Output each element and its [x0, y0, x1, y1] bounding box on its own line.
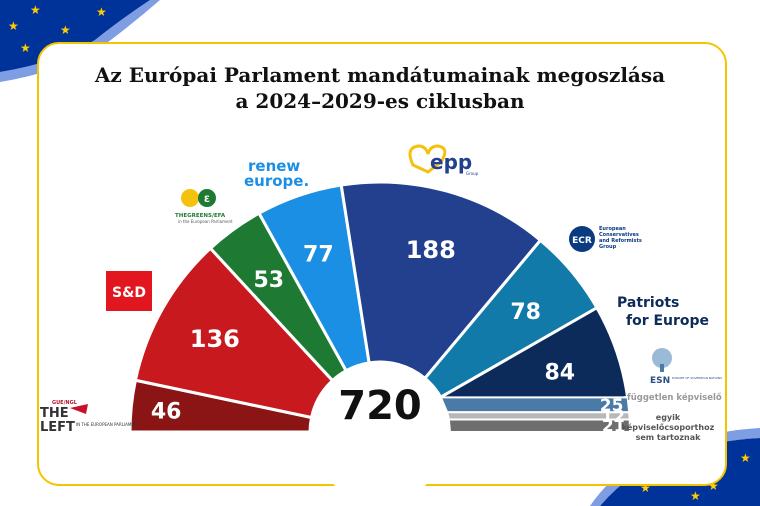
total-seats: 720 [338, 383, 422, 429]
value-label-sd: 136 [190, 325, 240, 353]
other-legend-line3: sem tartoznak [636, 433, 702, 442]
sunflower-icon [181, 189, 199, 207]
other-legend-line1: egyik [656, 413, 681, 422]
renew-logo-line1: renew [248, 157, 300, 175]
value-label-renew: 77 [303, 242, 334, 267]
left-logo-line2: LEFT [40, 420, 75, 435]
chart-center-hole [310, 362, 450, 502]
sd-logo-text: S&D [112, 285, 146, 301]
greens-logo-text: THEGREENS/EFA [175, 213, 226, 219]
ecr-logo-line2: Conservatives [599, 232, 639, 238]
value-label-ni: 12 [601, 407, 625, 427]
ni-legend-text: független képviselő [627, 392, 722, 403]
epp-heart-icon [408, 144, 447, 174]
value-label-esn: 25 [600, 396, 624, 416]
epp-logo-text: epp [430, 150, 472, 174]
esn-logo-text: ESN [650, 376, 670, 386]
value-label-left: 46 [151, 400, 182, 425]
chart-title-line1: Az Európai Parlament mandátumainak megos… [94, 63, 666, 87]
left-logo-line1: THE [40, 406, 69, 421]
left-logo-small: IN THE EUROPEAN PARLIAMENT [76, 422, 140, 427]
chart-segments [128, 180, 632, 434]
chart-title: Az Európai Parlament mandátumainak megos… [0, 62, 760, 114]
greens-logo: Ɛ THEGREENS/EFA in the European Parliame… [175, 189, 233, 224]
value-label-greens: 53 [253, 268, 284, 293]
other-legend-line2: képviselőcsoporthoz [622, 422, 715, 432]
value-label-epp: 188 [406, 236, 456, 264]
patriots-logo: Patriots for Europe [617, 295, 709, 329]
chart-title-line2: a 2024–2029-es ciklusban [235, 89, 525, 113]
value-label-other: 21 [602, 417, 626, 437]
renew-logo-line2: europe. [244, 172, 309, 190]
epp-logo: epp Group [408, 144, 479, 176]
ecr-badge-icon [569, 226, 595, 252]
epp-logo-small: Group [466, 171, 479, 176]
svg-text:Ɛ: Ɛ [204, 195, 210, 205]
esn-tree-icon [652, 348, 672, 368]
left-logo-flag-icon [70, 404, 88, 414]
value-label-patriots: 84 [544, 360, 575, 385]
ecr-logo-line1: European [599, 226, 626, 232]
esn-logo-small: EUROPE OF SOVEREIGN NATIONS [672, 376, 722, 380]
renew-logo: renew europe. [244, 157, 309, 190]
value-label-ecr: 78 [510, 300, 541, 325]
left-logo-top: GUE/NGL [52, 400, 78, 406]
greens-logo-small: in the European Parliament [178, 219, 233, 224]
ecr-badge-text: ECR [572, 236, 592, 246]
patriots-logo-line1: Patriots [617, 295, 679, 311]
ecr-logo-line3: and Reformists [599, 238, 642, 244]
eu-star-circle-icon [198, 189, 216, 207]
patriots-logo-line2: for Europe [626, 313, 709, 329]
sd-logo-box [106, 271, 152, 311]
sd-logo: S&D [106, 271, 152, 311]
ni-legend: független képviselő [627, 392, 722, 403]
ecr-logo-line4: Group [599, 244, 617, 250]
other-legend: egyik képviselőcsoporthoz sem tartoznak [622, 413, 715, 442]
esn-logo: ESN EUROPE OF SOVEREIGN NATIONS [650, 348, 722, 386]
left-logo: GUE/NGL THE LEFT IN THE EUROPEAN PARLIAM… [40, 400, 140, 435]
ecr-logo: ECR European Conservatives and Reformist… [569, 226, 642, 252]
